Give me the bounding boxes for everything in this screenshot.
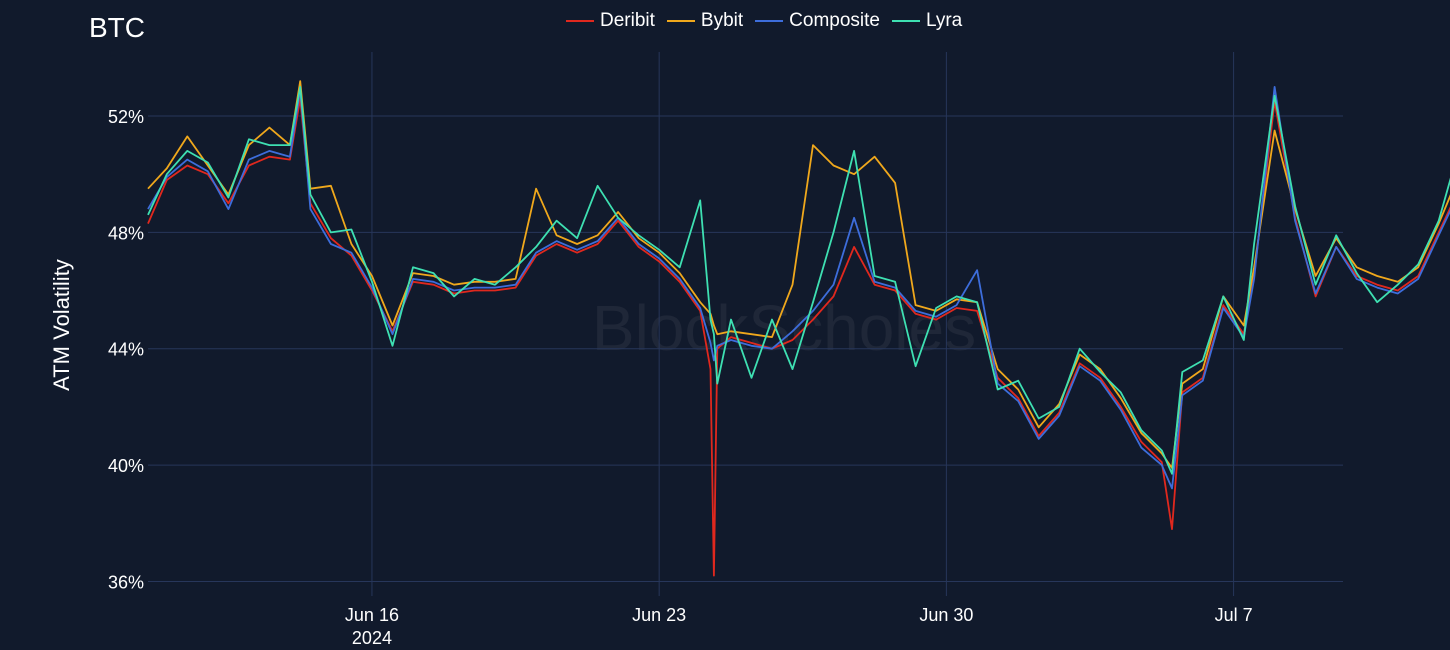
legend-item-deribit[interactable]: Deribit — [566, 10, 655, 32]
y-tick-label: 40% — [108, 456, 144, 476]
watermark-logo: BlockScholes — [592, 292, 976, 364]
x-tick-label: Jun 23 — [632, 605, 686, 625]
x-tick-label: Jun 30 — [919, 605, 973, 625]
legend-swatch — [755, 20, 784, 22]
x-tick-year-label: 2024 — [352, 628, 392, 648]
y-tick-label: 44% — [108, 340, 144, 360]
x-tick-label: Jun 16 — [345, 605, 399, 625]
tick-labels: 36% 40% 44% 48% 52% Jun 16 2024 Jun 23 Jun 30 Jul… — [108, 107, 1253, 648]
series-line-lyra — [147, 86, 1450, 475]
legend-swatch — [891, 20, 920, 22]
legend-item-bybit[interactable]: Bybit — [666, 10, 744, 32]
legend-item-lyra[interactable]: Lyra — [891, 10, 963, 32]
legend: Deribit Bybit Composite Lyra — [566, 8, 962, 34]
legend-swatch — [666, 20, 695, 22]
y-tick-label: 52% — [108, 107, 144, 127]
series-line-composite — [147, 86, 1450, 490]
legend-label: Deribit — [600, 10, 655, 31]
y-tick-label: 48% — [108, 223, 144, 243]
legend-label: Bybit — [700, 10, 744, 31]
legend-label: Composite — [789, 10, 880, 31]
legend-item-composite[interactable]: Composite — [755, 10, 880, 32]
legend-swatch — [566, 20, 594, 22]
grid — [148, 52, 1343, 596]
series-lines — [147, 80, 1450, 577]
x-tick-label: Jul 7 — [1215, 605, 1253, 625]
chart-title: BTC — [89, 12, 145, 43]
legend-label: Lyra — [925, 10, 963, 31]
y-tick-label: 36% — [108, 572, 144, 592]
